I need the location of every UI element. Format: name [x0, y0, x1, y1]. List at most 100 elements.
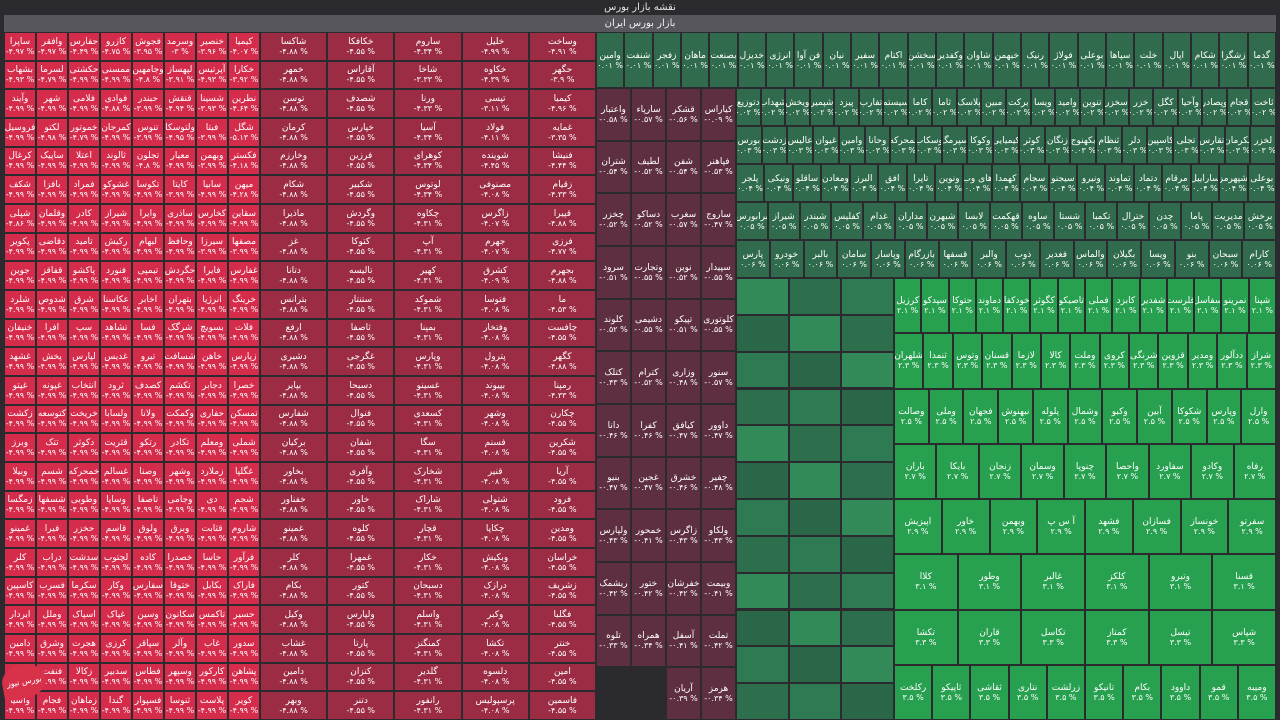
stock-tile[interactable]: بوعلی ۰.۰۴ % — [1247, 164, 1276, 202]
stock-tile[interactable]: لازما ۲.۳ % — [1011, 333, 1041, 389]
stock-tile[interactable]: شوینده -۴.۴۵ % — [461, 146, 529, 176]
market-section-header[interactable]: بازار بورس ایران — [4, 15, 1276, 32]
stock-tile[interactable]: قچار -۴.۳۱ % — [394, 519, 462, 548]
stock-tile[interactable]: خاهن -۴.۹۹ % — [196, 347, 228, 376]
stock-tile[interactable]: فرآور -۴.۹۹ % — [228, 548, 260, 577]
stock-tile[interactable]: کویر -۴.۹۹ % — [228, 691, 260, 720]
stock-tile[interactable]: غپونه -۴.۹۹ % — [36, 376, 68, 405]
stock-tile[interactable]: ایردار -۴.۹۹ % — [4, 605, 36, 634]
stock-tile[interactable]: شکام -۴.۸۸ % — [260, 175, 328, 204]
stock-tile[interactable]: بکام ۳.۵ % — [1123, 664, 1162, 720]
stock-tile[interactable]: سپاها ۰.۰۱ % — [1106, 32, 1135, 88]
stock-tile[interactable]: وصنا -۴.۹۹ % — [132, 462, 164, 491]
stock-tile[interactable]: شملی -۴.۹۹ % — [228, 433, 260, 462]
stock-tile[interactable]: تکوسا -۴.۹۹ % — [132, 175, 164, 204]
stock-tile[interactable]: خلت ۰.۰۱ % — [1134, 32, 1163, 88]
stock-tile[interactable]: بکام -۴.۸۸ % — [260, 576, 328, 606]
stock-tile[interactable]: هرمز -۰.۳۴ % — [701, 667, 736, 720]
stock-tile[interactable]: فاسمین -۴.۵۵ % — [528, 691, 596, 720]
stock-tile[interactable]: کترام -۰.۵۲ % — [631, 351, 666, 404]
stock-tile[interactable]: خرینگ -۴.۹۹ % — [228, 290, 260, 319]
stock-tile[interactable]: حفاری -۴.۹۹ % — [196, 404, 228, 434]
stock-tile[interactable]: بشهاب -۴.۹۳ % — [4, 60, 36, 90]
stock-tile[interactable]: قلرست ۲.۱ % — [1166, 278, 1195, 334]
stock-tile[interactable]: غدیس -۴.۹۹ % — [100, 347, 132, 376]
stock-tile[interactable]: وکادو ۲.۷ % — [1191, 443, 1234, 499]
stock-tile[interactable]: کادر -۴.۹۹ % — [68, 204, 100, 233]
stock-tile[interactable]: ما -۴.۵۳ % — [528, 290, 596, 319]
stock-tile[interactable]: فلامی -۴.۹۹ % — [68, 89, 100, 118]
stock-tile[interactable]: وپارس -۴.۳۱ % — [394, 347, 462, 376]
stock-tile[interactable]: شفارس -۴.۸۸ % — [260, 404, 328, 434]
stock-tile[interactable]: وکفدیر ۰.۰۱ % — [936, 32, 965, 88]
stock-tile[interactable]: نمرینو ۲.۱ % — [1221, 278, 1249, 334]
stock-tile[interactable]: وافقر -۴.۹۷ % — [36, 32, 68, 61]
stock-tile[interactable]: لپهساز -۳.۹۱ % — [164, 60, 196, 90]
stock-tile[interactable]: فسا -۴.۹۹ % — [132, 318, 164, 348]
stock-tile[interactable]: داوور -۰.۴۷ % — [701, 404, 736, 457]
stock-tile[interactable]: خمحرکه -۴.۹۹ % — [68, 462, 100, 491]
stock-tile[interactable]: شبهرن ۰.۰۵ % — [926, 202, 959, 240]
stock-tile[interactable]: کلوند -۰.۵۲ % — [596, 298, 631, 352]
stock-tile[interactable]: ثنظام ۰.۰۳ % — [1096, 126, 1122, 164]
stock-tile[interactable]: شپهرمز ۰.۰۴ % — [1219, 164, 1248, 202]
stock-tile[interactable]: شفن -۰.۵۴ % — [666, 140, 701, 194]
stock-tile[interactable]: نوین -۰.۵۲ % — [666, 246, 701, 299]
stock-tile[interactable]: خترال ۰.۰۵ % — [1117, 202, 1149, 240]
stock-tile[interactable]: سپدکو ۲.۱ % — [921, 278, 949, 334]
stock-tile[interactable]: فلات -۴.۹۹ % — [228, 318, 260, 348]
stock-tile[interactable] — [736, 683, 789, 720]
stock-tile[interactable]: وتوس ۲.۳ % — [952, 333, 983, 389]
stock-tile[interactable] — [736, 572, 789, 610]
stock-tile[interactable]: غمایه -۳.۳۵ % — [528, 118, 596, 147]
stock-tile[interactable]: سکرما -۴.۹۹ % — [68, 576, 100, 606]
stock-tile[interactable]: غسالم -۴.۹۹ % — [100, 462, 132, 491]
stock-tile[interactable]: چخزر -۰.۵۲ % — [596, 193, 631, 246]
stock-tile[interactable]: تملت -۰.۴۲ % — [701, 614, 736, 668]
stock-tile[interactable]: شستا ۰.۰۵ % — [1053, 202, 1086, 240]
stock-tile[interactable]: بجهرم -۴.۸۸ % — [528, 261, 596, 290]
stock-tile[interactable]: دجابر -۴.۹۹ % — [196, 376, 228, 405]
stock-tile[interactable]: تجلون -۴.۸ % — [132, 146, 164, 176]
stock-tile[interactable]: تکادر -۴.۹۹ % — [164, 433, 196, 462]
stock-tile[interactable]: شلهران ۲.۳ % — [894, 333, 924, 389]
stock-tile[interactable]: کرزی-۴.۹۹ % — [100, 634, 132, 663]
stock-tile[interactable]: مبین ۰.۰۲ % — [981, 88, 1006, 126]
stock-tile[interactable]: جهرم -۴.۰۷ % — [461, 232, 529, 262]
stock-tile[interactable]: فغدیر ۰.۰۶ % — [1039, 240, 1074, 278]
stock-tile[interactable]: سغرب -۰.۵۷ % — [666, 193, 701, 246]
stock-tile[interactable]: پخش -۴.۹۹ % — [36, 347, 68, 376]
stock-tile[interactable]: وشهر -۴.۰۸ % — [461, 404, 529, 434]
stock-tile[interactable]: خاور -۴.۵۵ % — [327, 490, 395, 520]
stock-tile[interactable]: ذوب ۰.۰۶ % — [1006, 240, 1040, 278]
stock-tile[interactable]: رمپنا -۴.۳۳ % — [528, 376, 596, 405]
stock-tile[interactable]: شخارک -۴.۳۱ % — [394, 462, 462, 491]
stock-tile[interactable] — [788, 683, 842, 720]
stock-tile[interactable]: وسمان ۲.۷ % — [1021, 443, 1064, 499]
stock-tile[interactable]: ثاما ۰.۰۲ % — [932, 88, 957, 126]
stock-tile[interactable]: مدیریت ۰.۰۵ % — [1212, 202, 1245, 240]
stock-tile[interactable]: برکیان -۴.۸۸ % — [260, 433, 328, 462]
stock-tile[interactable]: ساروج -۰.۴۷ % — [701, 193, 736, 246]
stock-tile[interactable]: ولتوسکا -۴.۹۵ % — [164, 118, 196, 147]
stock-tile[interactable]: غگرجی -۴.۵۵ % — [327, 347, 395, 376]
stock-tile[interactable]: شراز ۲.۳ % — [1246, 333, 1276, 389]
stock-tile[interactable]: قاسم -۴.۹۹ % — [100, 519, 132, 548]
stock-tile[interactable]: شجم -۴.۹۹ % — [228, 490, 260, 520]
stock-tile[interactable] — [788, 535, 842, 573]
stock-tile[interactable]: اکتام ۰.۰۱ % — [879, 32, 908, 88]
stock-tile[interactable]: دلسوه -۴.۰۸ % — [461, 662, 529, 692]
stock-tile[interactable]: تتک -۴.۹۹ % — [36, 433, 68, 462]
stock-tile[interactable] — [841, 572, 894, 610]
stock-tile[interactable]: گلدیر -۴.۳۱ % — [394, 662, 462, 692]
stock-tile[interactable]: فن آوا ۰.۰۱ % — [794, 32, 823, 88]
stock-tile[interactable] — [788, 462, 842, 499]
stock-tile[interactable]: تفارب ۰.۰۲ % — [858, 88, 884, 126]
stock-tile[interactable]: امین -۴.۵۵ % — [528, 662, 596, 692]
stock-tile[interactable]: شسم -۴.۹۹ % — [36, 462, 68, 491]
stock-tile[interactable] — [736, 609, 789, 647]
stock-tile[interactable]: واحصا ۲.۷ % — [1106, 443, 1149, 499]
stock-tile[interactable]: وطور ۳.۱ % — [957, 554, 1022, 610]
stock-tile[interactable]: تیسل ۳.۳ % — [1148, 609, 1213, 665]
stock-tile[interactable]: بکهنوج ۰.۰۳ % — [1070, 126, 1096, 164]
